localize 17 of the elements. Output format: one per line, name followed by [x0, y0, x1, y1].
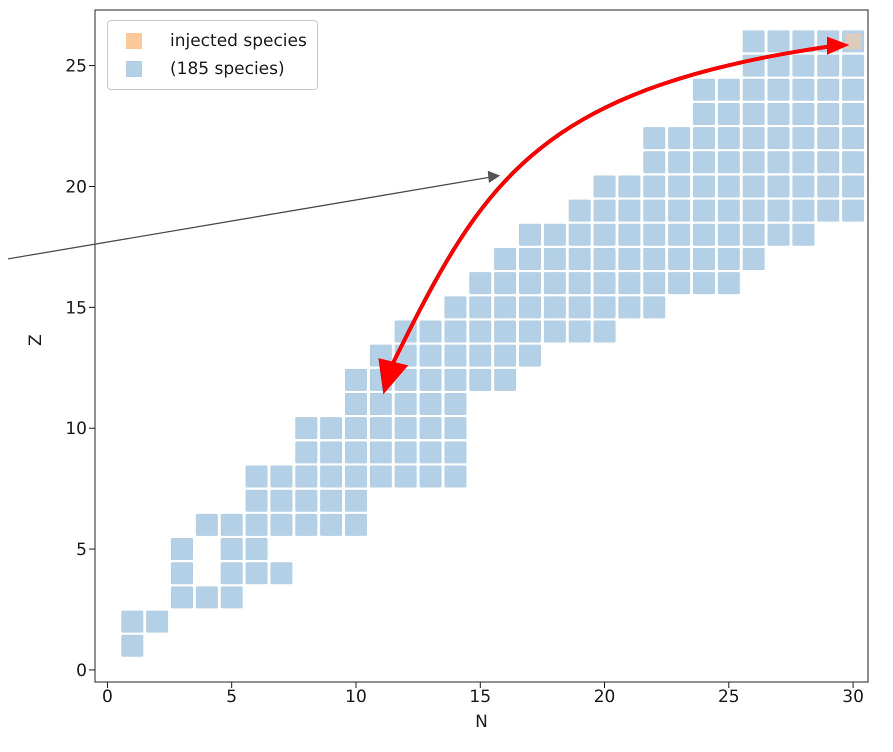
y-tick-label: 10: [65, 419, 87, 440]
y-tick-label: 25: [65, 56, 87, 77]
y-tick-label: 20: [65, 177, 87, 198]
x-tick-label: 5: [226, 687, 238, 708]
x-axis-title: N: [475, 712, 488, 732]
x-tick-label: 10: [345, 687, 367, 708]
y-axis-title: Z: [26, 334, 46, 346]
legend-label: injected species: [170, 31, 307, 51]
x-tick-label: 15: [469, 687, 492, 708]
x-tick-label: 20: [594, 687, 616, 708]
x-tick-label: 0: [102, 687, 113, 708]
y-tick-label: 0: [76, 660, 87, 681]
x-tick-label: 25: [718, 687, 740, 708]
y-tick-label: 5: [76, 540, 87, 560]
legend-label: (185 species): [170, 59, 285, 79]
x-tick-label: 30: [842, 687, 864, 708]
y-tick-label: 15: [65, 298, 87, 318]
